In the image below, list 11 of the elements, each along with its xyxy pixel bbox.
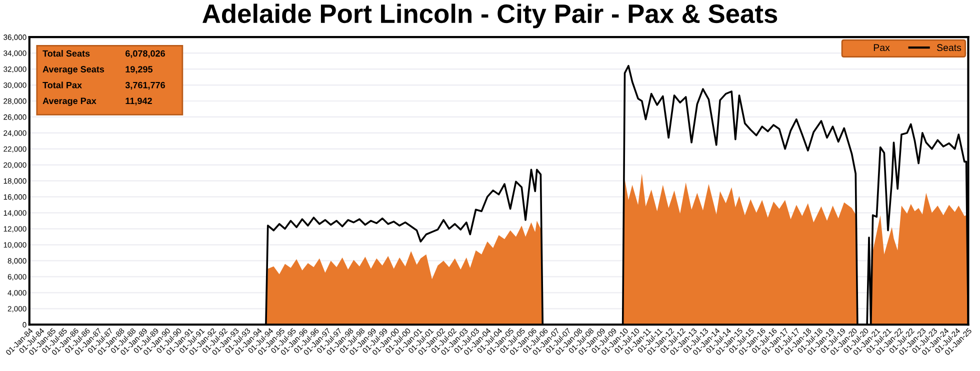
annotation: Average Pax [42, 98, 96, 106]
annotation: Average Seats [42, 66, 104, 74]
annotation: 19,295 [126, 66, 153, 74]
text: Pax [874, 44, 890, 52]
annotation: 11,942 [126, 98, 152, 106]
annotation: Total Seats [42, 50, 90, 57]
chart-title: Adelaide Port Lincoln - City Pair - Pax & Seats [202, 4, 778, 28]
annotation: 3,761,776 [125, 82, 165, 90]
annotation: Total Pax [42, 82, 82, 88]
annotation: 6,078,026 [125, 50, 165, 58]
legend-label: Seats [937, 44, 962, 52]
